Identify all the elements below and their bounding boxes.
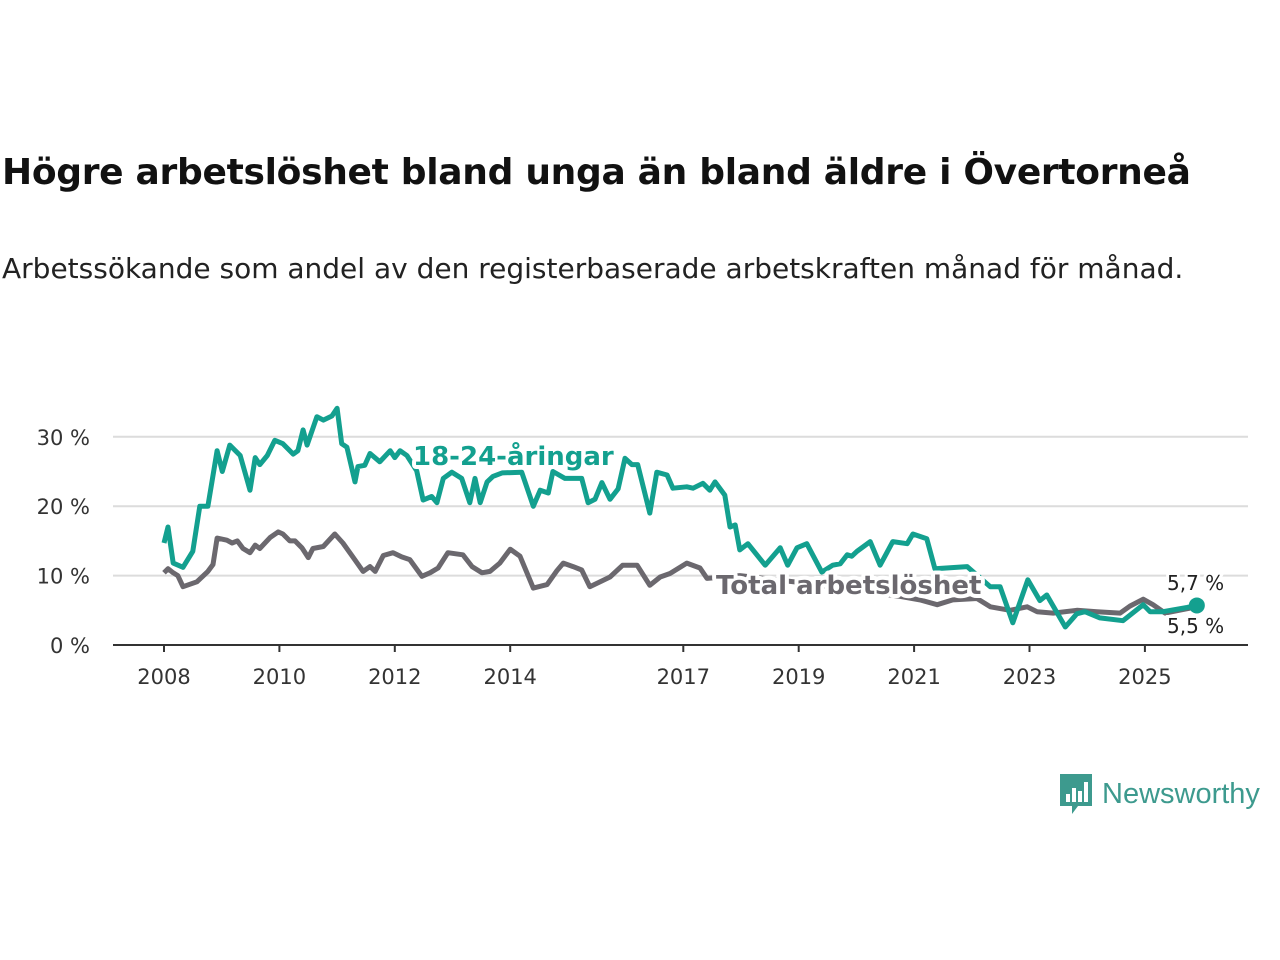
end-value-label-youth: 5,7 % <box>1167 571 1224 595</box>
x-tick-label: 2025 <box>1118 665 1171 689</box>
x-tick-label: 2023 <box>1003 665 1056 689</box>
series-end-point-youth <box>1188 597 1205 614</box>
bar-chart-speech-bubble-icon <box>1060 774 1092 814</box>
y-tick-label: 10 % <box>37 565 90 589</box>
x-tick-label: 2019 <box>772 665 825 689</box>
newsworthy-logo: Newsworthy <box>1058 772 1260 816</box>
x-tick-label: 2010 <box>253 665 306 689</box>
x-tick-label: 2017 <box>657 665 710 689</box>
x-tick-label: 2014 <box>483 665 536 689</box>
x-tick-label: 2021 <box>887 665 940 689</box>
series-line-youth <box>161 405 1198 630</box>
x-tick-label: 2008 <box>137 665 190 689</box>
y-tick-label: 20 % <box>37 495 90 519</box>
x-tick-label: 2012 <box>368 665 421 689</box>
chart-subtitle: Arbetssökande som andel av den registerb… <box>2 252 1184 285</box>
y-tick-label: 30 % <box>37 426 90 450</box>
logo-text: Newsworthy <box>1102 777 1260 810</box>
y-tick-label: 0 % <box>50 634 90 658</box>
chart-title: Högre arbetslöshet bland unga än bland ä… <box>2 152 1191 193</box>
series-label-total: Total arbetslöshet <box>716 571 981 601</box>
series-line-total <box>162 529 1198 616</box>
series-label-youth: 18-24-åringar <box>413 440 614 472</box>
end-value-label-total: 5,5 % <box>1167 614 1224 638</box>
